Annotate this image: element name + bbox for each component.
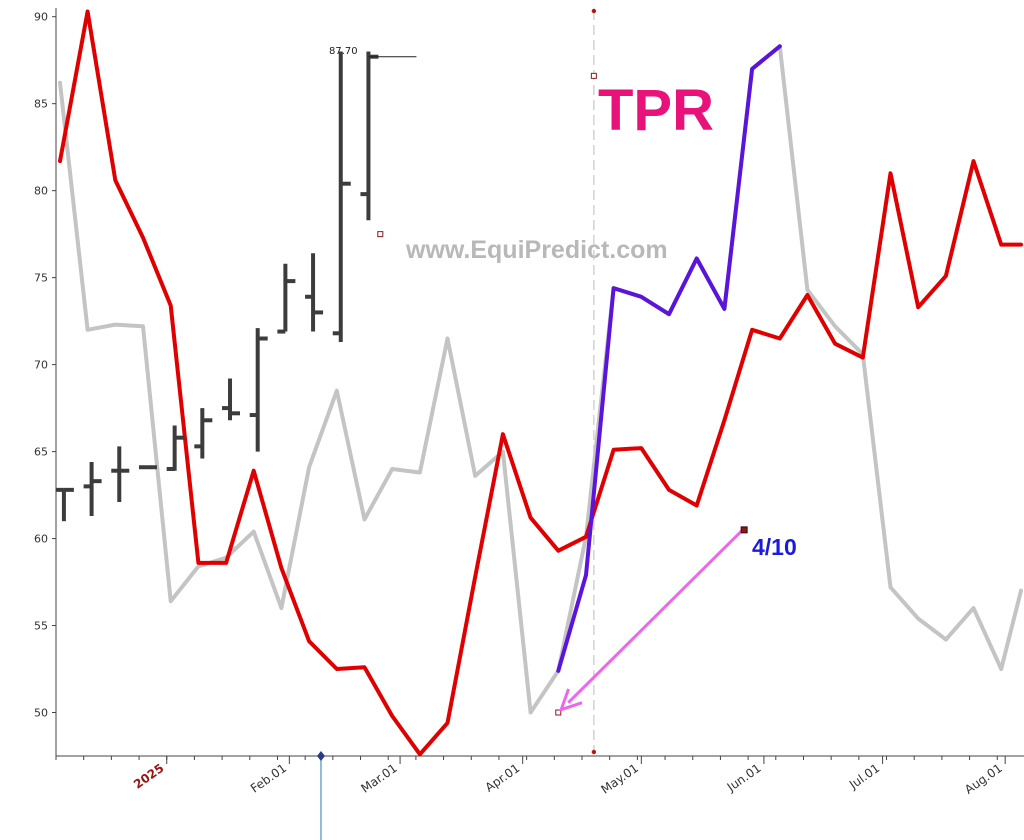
red-series-line xyxy=(58,9,1023,757)
x-tick-label: Jul.01 xyxy=(846,761,882,792)
annotation-arrow-head xyxy=(559,688,583,712)
marker-points xyxy=(377,72,748,716)
last-price: 87.70 xyxy=(329,46,417,58)
x-tick-label: Mar.01 xyxy=(358,761,399,796)
series xyxy=(58,9,1023,757)
x-tick-label: May.01 xyxy=(598,761,641,797)
y-tick-label: 85 xyxy=(34,98,48,111)
y-tick-label: 75 xyxy=(34,272,48,285)
y-tick-label: 80 xyxy=(34,185,48,198)
blue-series-line xyxy=(556,44,782,673)
y-tick-label: 65 xyxy=(34,446,48,459)
axes xyxy=(55,8,1024,757)
today-marker xyxy=(591,8,597,755)
current-date-diamond xyxy=(316,751,325,761)
x-tick-label: 2025 xyxy=(131,761,166,792)
x-tick-label: Aug.01 xyxy=(962,761,1005,797)
today-top-dot xyxy=(591,8,597,14)
annotation-label: 4/10 xyxy=(752,534,797,560)
current-date-marker xyxy=(316,751,325,840)
marker-point xyxy=(377,231,384,238)
watermark-text: www.EquiPredict.com xyxy=(405,236,668,264)
x-tick-label: Feb.01 xyxy=(248,761,289,796)
marker-point xyxy=(590,72,597,79)
annotation-origin-point xyxy=(740,526,748,534)
last-price-label: 87.70 xyxy=(329,46,358,57)
marker-point xyxy=(555,709,562,716)
y-tick-label: 60 xyxy=(34,533,48,546)
y-tick-label: 50 xyxy=(34,707,48,720)
ticker-title: TPR xyxy=(598,78,714,143)
x-tick-label: Apr.01 xyxy=(483,761,523,795)
x-tick-label: Jun.01 xyxy=(724,761,764,795)
gray-series-line xyxy=(58,44,1023,715)
y-tick-label: 70 xyxy=(34,359,48,372)
y-tick-label: 90 xyxy=(34,11,48,24)
annotation: 4/10 xyxy=(559,526,797,712)
y-ticks: 50 55 60 65 70 75 80 85 90 xyxy=(34,11,56,720)
x-ticks: 2025 Feb.01 Mar.01 Apr.01 May.01 Jun.01 Jul.01… xyxy=(55,756,1006,797)
y-tick-label: 55 xyxy=(34,620,48,633)
today-bottom-dot xyxy=(591,749,597,755)
ohlc-bars xyxy=(55,51,379,522)
annotation-arrow-shaft xyxy=(567,528,744,704)
